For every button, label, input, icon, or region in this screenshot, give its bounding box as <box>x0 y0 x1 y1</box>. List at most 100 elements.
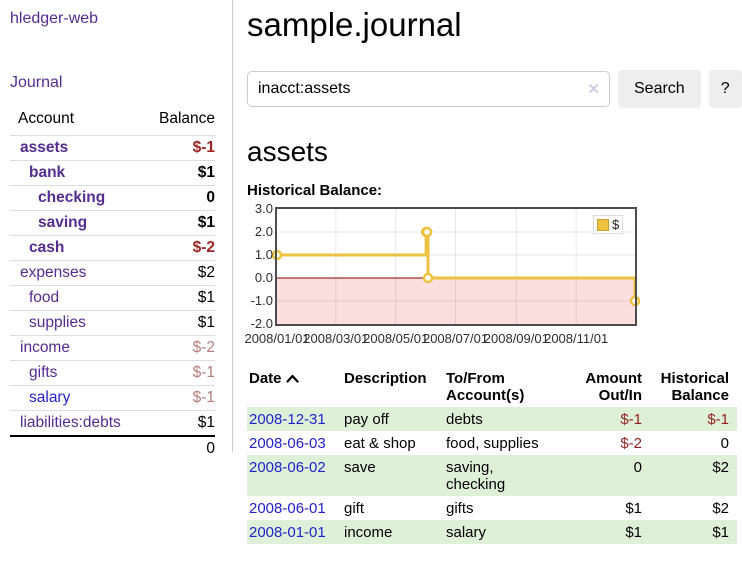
account-balance: $-1 <box>139 135 215 161</box>
account-link[interactable]: saving <box>38 214 88 231</box>
account-row: bank $1 <box>10 160 215 186</box>
account-link[interactable]: checking <box>38 189 106 206</box>
account-link[interactable]: expenses <box>20 264 87 281</box>
transaction-description: gift <box>344 500 365 517</box>
account-balance-table: Account Balance assets $-1 bank $1 checking 0… <box>10 108 215 461</box>
account-link[interactable]: income <box>20 339 70 356</box>
sidebar: hledger-web Journal Account Balance asse… <box>0 0 233 461</box>
historical-balance-chart: 3.0 2.0 1.0 0.0 -1.0 -2.0 2008/01/01 2008/03/0… <box>244 201 641 349</box>
transaction-description: pay off <box>342 407 444 431</box>
transaction-accounts: debts <box>444 407 564 431</box>
transaction-accounts: saving, checking <box>444 455 564 496</box>
x-tick-label: 2008/09/01 <box>483 331 549 346</box>
account-row: gifts $-1 <box>10 360 215 386</box>
accounts-column-header: To/From Account(s) <box>446 370 525 404</box>
account-link[interactable]: bank <box>29 164 66 181</box>
x-tick-label: 2008/07/01 <box>422 331 489 346</box>
sidebar-item-journal[interactable]: Journal <box>10 74 63 91</box>
account-balance: $1 <box>139 410 215 436</box>
account-row: checking 0 <box>10 185 215 211</box>
transaction-accounts: gifts <box>446 500 474 517</box>
y-tick-label: -2.0 <box>250 316 273 331</box>
transaction-amount: 0 <box>564 455 650 496</box>
account-title: assets <box>247 136 328 167</box>
account-link[interactable]: liabilities:debts <box>20 414 121 431</box>
legend-label: $ <box>612 217 620 232</box>
search-button[interactable]: Search <box>618 70 701 108</box>
y-tick-label: 2.0 <box>254 224 273 239</box>
search-input[interactable] <box>247 71 610 107</box>
transaction-row: 2008-06-03 eat & shop food, supplies $-2 0 <box>247 431 737 455</box>
account-balance: $1 <box>139 285 215 311</box>
account-balance: $2 <box>139 260 215 286</box>
transaction-row: 2008-06-02 save saving, checking 0 $2 <box>247 455 737 496</box>
transaction-description: save <box>342 455 444 496</box>
chart-legend: $ <box>593 215 624 234</box>
account-row: salary $-1 <box>10 385 215 411</box>
account-link[interactable]: cash <box>29 239 65 256</box>
transaction-date-link[interactable]: 2008-12-31 <box>249 411 326 428</box>
total-balance: 0 <box>139 435 215 461</box>
account-balance: $1 <box>139 160 215 186</box>
account-balance: $-1 <box>139 360 215 386</box>
transaction-balance: $1 <box>650 520 737 544</box>
chart-plot <box>271 207 641 326</box>
balance-column-header: Balance <box>158 110 215 127</box>
transaction-amount: $-2 <box>620 435 642 452</box>
amount-column-header: Amount Out/In <box>585 370 642 404</box>
transaction-balance: 0 <box>720 435 729 452</box>
page-title: sample.journal <box>247 6 462 43</box>
transaction-date-link[interactable]: 2008-01-01 <box>249 524 326 541</box>
transaction-row: 2008-12-31 pay off debts $-1 $-1 <box>247 407 737 431</box>
transaction-date-link[interactable]: 2008-06-01 <box>249 500 326 517</box>
account-link[interactable]: food <box>29 289 60 306</box>
transaction-balance: $2 <box>650 455 737 496</box>
transaction-row: 2008-06-01 gift gifts $1 $2 <box>247 496 737 520</box>
description-column-header: Description <box>344 370 427 387</box>
y-tick-label: 0.0 <box>254 270 273 285</box>
help-button[interactable]: ? <box>708 70 742 108</box>
account-balance: $-2 <box>139 335 215 361</box>
account-table-body: assets $-1 bank $1 checking 0 saving $1 cash $-2 e… <box>10 135 215 436</box>
date-column-header[interactable]: Date <box>247 367 342 407</box>
transaction-date-link[interactable]: 2008-06-02 <box>249 459 326 476</box>
y-tick-label: 1.0 <box>254 247 273 262</box>
clear-search-icon[interactable]: ✕ <box>587 81 600 98</box>
main-content: sample.journal ✕ Search ? assets Histori… <box>233 0 742 544</box>
x-tick-label: 2008/11/01 <box>544 331 609 346</box>
transaction-balance: $2 <box>712 500 729 517</box>
sort-ascending-icon <box>285 370 299 387</box>
search-bar: ✕ Search ? <box>247 70 742 108</box>
account-link[interactable]: gifts <box>29 364 58 381</box>
account-row: food $1 <box>10 285 215 311</box>
transaction-amount: $1 <box>564 520 650 544</box>
balance-column-header-main: Historical Balance <box>660 370 729 404</box>
account-row: supplies $1 <box>10 310 215 336</box>
account-column-header: Account <box>18 110 75 127</box>
register-table-body: 2008-12-31 pay off debts $-1 $-1 2008-06-03 ea… <box>247 407 737 544</box>
register-header-row: Date Description To/From Account(s) Amou… <box>247 367 737 407</box>
transaction-balance: $-1 <box>650 407 737 431</box>
y-tick-label: 3.0 <box>254 201 273 216</box>
account-balance: $1 <box>139 210 215 236</box>
y-tick-label: -1.0 <box>250 293 273 308</box>
brand-link[interactable]: hledger-web <box>10 10 99 27</box>
transaction-date-link[interactable]: 2008-06-03 <box>249 435 326 452</box>
transaction-description: income <box>342 520 444 544</box>
account-link[interactable]: supplies <box>29 314 86 331</box>
account-link[interactable]: salary <box>29 389 71 406</box>
account-balance: 0 <box>139 185 215 211</box>
transaction-amount: $-1 <box>564 407 650 431</box>
account-row: liabilities:debts $1 <box>10 410 215 436</box>
register-table: Date Description To/From Account(s) Amou… <box>247 367 737 544</box>
x-tick-label: 2008/01/01 <box>244 331 310 346</box>
total-row: 0 <box>10 435 215 461</box>
x-tick-label: 2008/03/01 <box>303 331 369 346</box>
account-row: income $-2 <box>10 335 215 361</box>
account-row: expenses $2 <box>10 260 215 286</box>
transaction-description: eat & shop <box>344 435 416 452</box>
account-balance: $-1 <box>139 385 215 411</box>
account-row: assets $-1 <box>10 135 215 161</box>
series-swatch-icon <box>597 218 609 231</box>
account-link[interactable]: assets <box>20 139 69 156</box>
